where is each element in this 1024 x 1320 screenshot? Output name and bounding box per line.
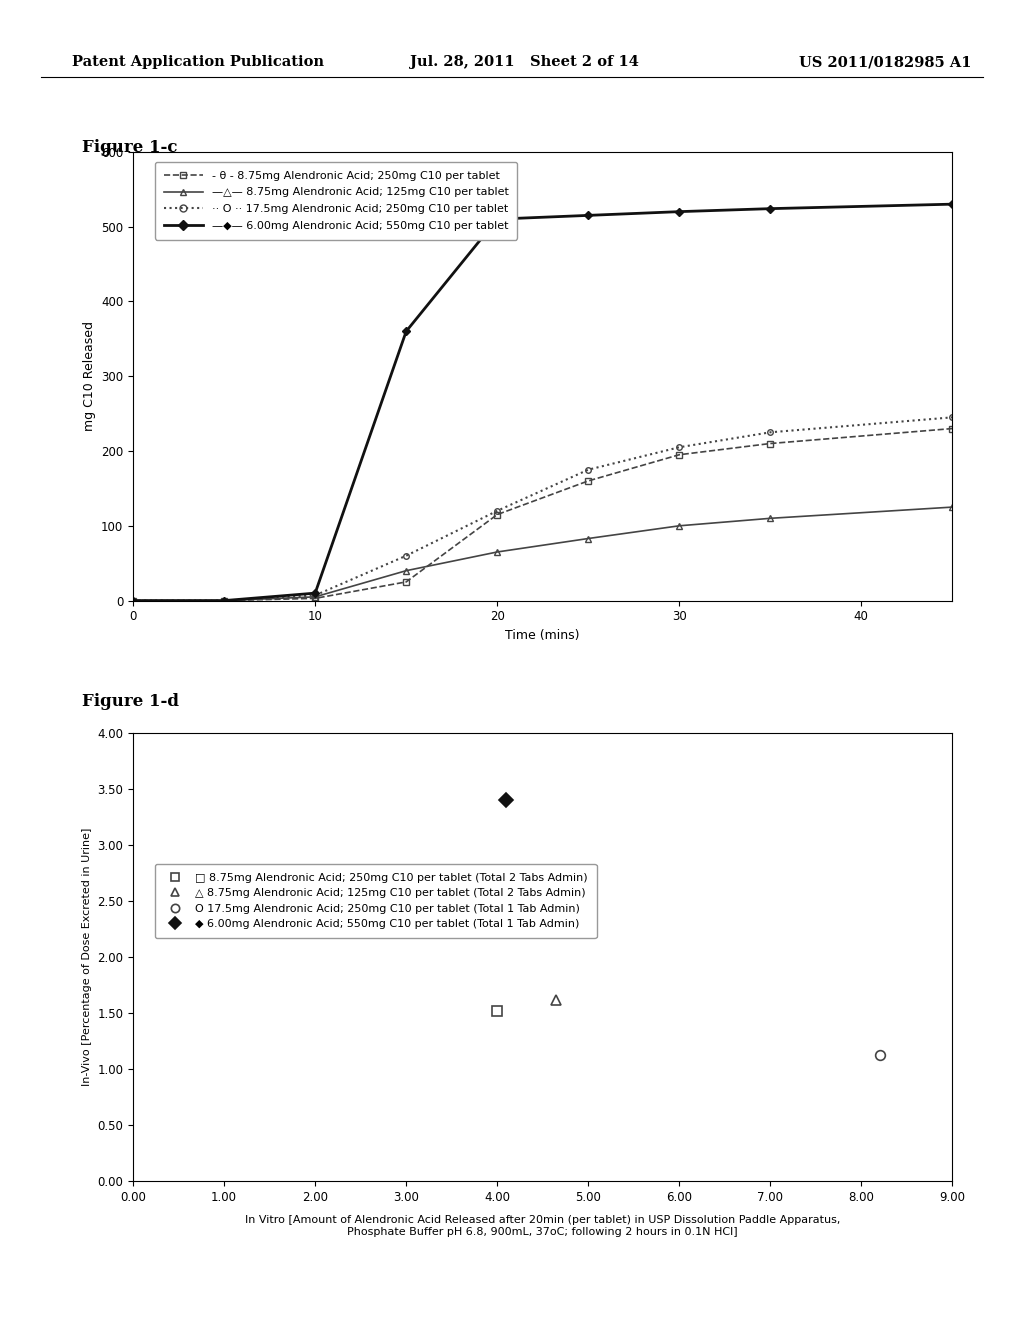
Text: Figure 1-c: Figure 1-c (82, 139, 177, 156)
Legend: □ 8.75mg Alendronic Acid; 250mg C10 per tablet (Total 2 Tabs Admin), △ 8.75mg Al: □ 8.75mg Alendronic Acid; 250mg C10 per … (155, 863, 597, 939)
Y-axis label: mg C10 Released: mg C10 Released (83, 321, 95, 432)
Y-axis label: In-Vivo [Percentage of Dose Excreted in Urine]: In-Vivo [Percentage of Dose Excreted in … (82, 828, 92, 1086)
Text: Figure 1-d: Figure 1-d (82, 693, 179, 710)
X-axis label: In Vitro [Amount of Alendronic Acid Released after 20min (per tablet) in USP Dis: In Vitro [Amount of Alendronic Acid Rele… (245, 1216, 841, 1237)
Legend: - θ - 8.75mg Alendronic Acid; 250mg C10 per tablet, —△— 8.75mg Alendronic Acid; : - θ - 8.75mg Alendronic Acid; 250mg C10 … (155, 162, 517, 240)
Text: US 2011/0182985 A1: US 2011/0182985 A1 (799, 55, 971, 70)
X-axis label: Time (mins): Time (mins) (506, 628, 580, 642)
Text: Patent Application Publication: Patent Application Publication (72, 55, 324, 70)
Text: Jul. 28, 2011   Sheet 2 of 14: Jul. 28, 2011 Sheet 2 of 14 (410, 55, 639, 70)
